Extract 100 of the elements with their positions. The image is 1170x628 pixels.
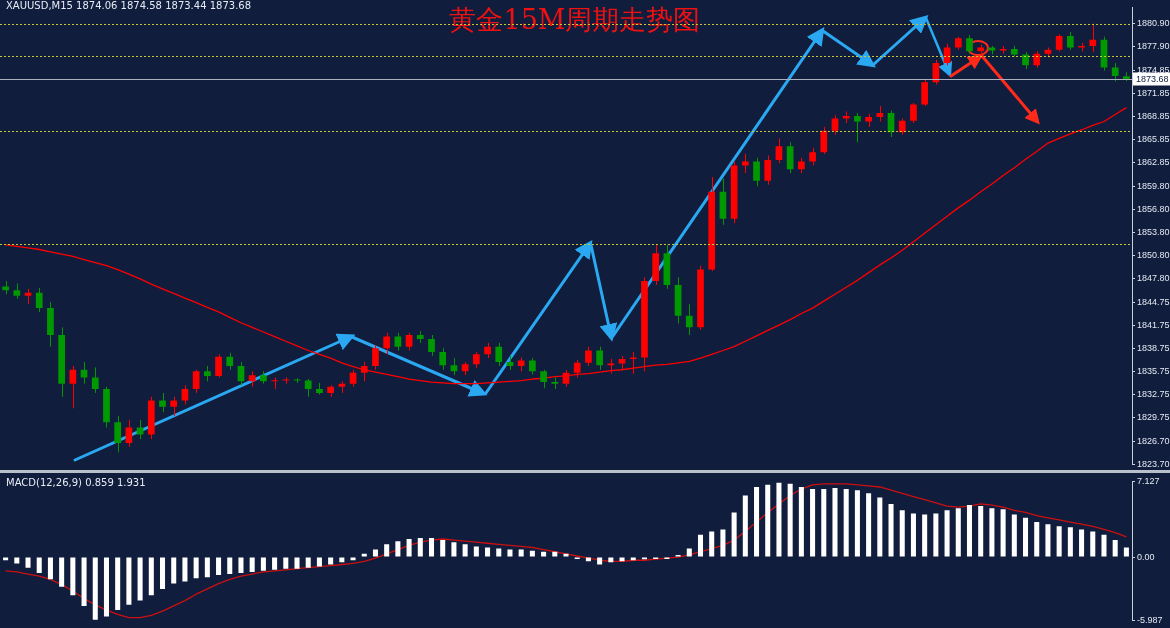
bar: [260, 557, 266, 571]
bar: [451, 542, 457, 557]
candlestick: [114, 415, 122, 453]
bar: [899, 510, 905, 557]
bar: [115, 557, 121, 611]
candlestick: [854, 112, 861, 143]
bar: [563, 553, 569, 557]
y-tick-label: 1841.75: [1137, 319, 1170, 330]
bar: [787, 483, 793, 557]
bar: [204, 557, 210, 578]
bar: [193, 557, 199, 579]
y-tick-label: 1829.75: [1137, 412, 1170, 423]
bar: [552, 551, 558, 557]
bar: [541, 551, 547, 557]
candlestick: [316, 382, 323, 395]
bar: [171, 557, 177, 584]
y-tick-label: 7.127: [1137, 475, 1160, 486]
bar: [966, 505, 973, 557]
y-tick-label: 1847.80: [1137, 273, 1170, 284]
y-tick-label: 1865.85: [1137, 134, 1170, 145]
bar: [955, 508, 961, 557]
bar: [1112, 540, 1118, 557]
bar: [249, 557, 255, 572]
bar: [384, 544, 390, 557]
candlestick: [69, 365, 77, 409]
bar: [406, 539, 412, 557]
y-tick-label: 1844.75: [1137, 296, 1170, 307]
bar: [1067, 527, 1073, 557]
y-tick-label: 1838.75: [1137, 343, 1170, 354]
candlestick: [203, 365, 211, 382]
bar: [159, 557, 166, 589]
bar: [1023, 517, 1029, 557]
bar: [47, 557, 53, 580]
bar: [742, 495, 748, 557]
y-tick-label: 1859.80: [1137, 180, 1170, 191]
bar: [810, 489, 816, 557]
y-tick-label: 1853.80: [1137, 227, 1170, 238]
bar: [776, 482, 782, 557]
y-tick-label: -5.987: [1137, 615, 1163, 626]
candlestick: [652, 243, 660, 286]
chart-title: 黄金15M周期走势图: [449, 4, 701, 35]
bar: [798, 486, 804, 557]
bar: [36, 557, 42, 573]
candlestick: [573, 359, 581, 378]
bar: [272, 557, 278, 570]
bar: [59, 557, 65, 587]
bar: [137, 557, 143, 601]
bar: [182, 557, 188, 582]
bar: [103, 557, 109, 617]
bar: [238, 557, 244, 573]
bar: [866, 493, 872, 557]
bar: [148, 557, 154, 596]
bar: [765, 484, 771, 557]
bar: [1079, 529, 1085, 557]
bar: [485, 547, 491, 557]
bar: [1123, 547, 1129, 557]
candlestick: [372, 344, 379, 371]
y-tick-label: 1835.75: [1137, 366, 1170, 377]
candlestick: [988, 45, 996, 55]
candlestick: [921, 79, 929, 107]
bar: [473, 546, 479, 557]
ref-line-label: 1873.68: [1136, 73, 1169, 84]
bar: [417, 537, 423, 557]
bar: [283, 557, 289, 569]
bar: [428, 537, 435, 557]
y-tick-label: 1832.75: [1137, 389, 1170, 400]
bar: [686, 548, 692, 557]
bar: [305, 557, 311, 568]
bar: [854, 490, 860, 557]
annotation: MACD(12,26,9) 0.859 1.931: [6, 477, 146, 488]
bar: [507, 549, 513, 557]
y-tick-label: 1874.85: [1137, 64, 1170, 75]
candlestick: [809, 147, 816, 166]
bar: [462, 544, 468, 557]
bar: [126, 557, 132, 605]
bar: [720, 529, 726, 557]
bar: [933, 513, 939, 557]
bar: [1034, 522, 1040, 557]
candlestick: [865, 113, 872, 128]
bar: [361, 553, 367, 557]
y-tick-label: 1826.70: [1137, 435, 1170, 446]
candlestick: [876, 105, 884, 123]
bar: [697, 534, 704, 557]
bar: [518, 549, 524, 557]
bar: [1045, 524, 1051, 557]
y-tick-label: 1862.85: [1137, 157, 1170, 168]
y-tick-label: 1856.80: [1137, 203, 1170, 214]
y-tick-label: 1868.85: [1137, 110, 1170, 121]
bar: [227, 557, 233, 575]
bar: [1090, 531, 1096, 557]
bar: [944, 510, 950, 557]
bar: [1011, 514, 1017, 557]
bar: [496, 548, 502, 557]
y-tick-label: 1823.70: [1137, 459, 1170, 470]
candlestick: [629, 351, 637, 375]
candlestick: [764, 154, 772, 186]
candlestick: [1055, 33, 1063, 52]
bar: [395, 541, 401, 557]
candlestick: [91, 366, 99, 394]
y-tick-label: 1880.90: [1137, 18, 1170, 29]
